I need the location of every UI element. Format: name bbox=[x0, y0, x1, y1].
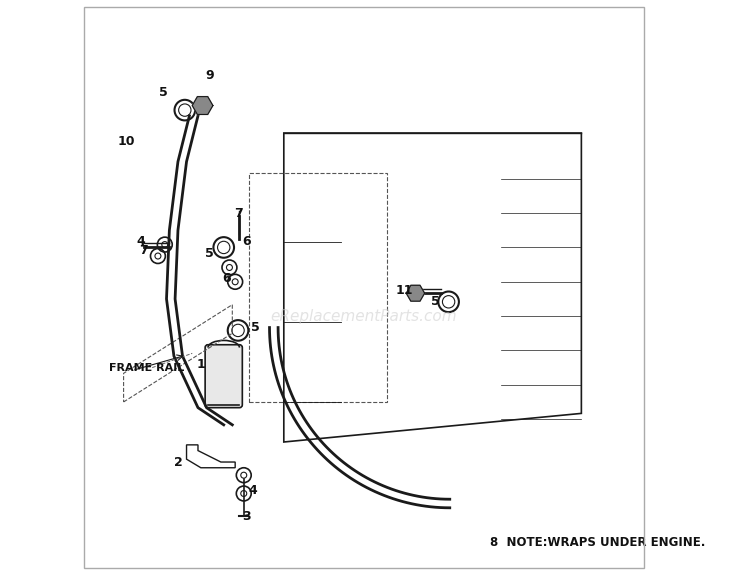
FancyBboxPatch shape bbox=[206, 345, 242, 408]
Polygon shape bbox=[192, 97, 213, 114]
Text: 10: 10 bbox=[118, 135, 135, 148]
Text: 6: 6 bbox=[222, 273, 231, 285]
Text: 6: 6 bbox=[242, 235, 251, 248]
Text: 4: 4 bbox=[248, 484, 256, 497]
Text: 5: 5 bbox=[205, 247, 214, 260]
Text: 7: 7 bbox=[140, 244, 148, 257]
Polygon shape bbox=[406, 285, 424, 301]
Text: 5: 5 bbox=[159, 86, 168, 99]
Text: 3: 3 bbox=[242, 510, 251, 523]
Text: 7: 7 bbox=[234, 206, 242, 220]
Text: FRAME RAIL: FRAME RAIL bbox=[110, 363, 184, 373]
Text: 2: 2 bbox=[173, 455, 182, 469]
Text: 8  NOTE:WRAPS UNDER ENGINE.: 8 NOTE:WRAPS UNDER ENGINE. bbox=[490, 536, 705, 549]
Text: eReplacementParts.com: eReplacementParts.com bbox=[271, 309, 458, 324]
Text: 1: 1 bbox=[196, 358, 206, 371]
Text: 11: 11 bbox=[395, 284, 412, 297]
Text: 4: 4 bbox=[136, 235, 146, 248]
Text: 5: 5 bbox=[431, 296, 439, 308]
Text: 5: 5 bbox=[251, 321, 260, 334]
Text: 9: 9 bbox=[205, 69, 214, 82]
